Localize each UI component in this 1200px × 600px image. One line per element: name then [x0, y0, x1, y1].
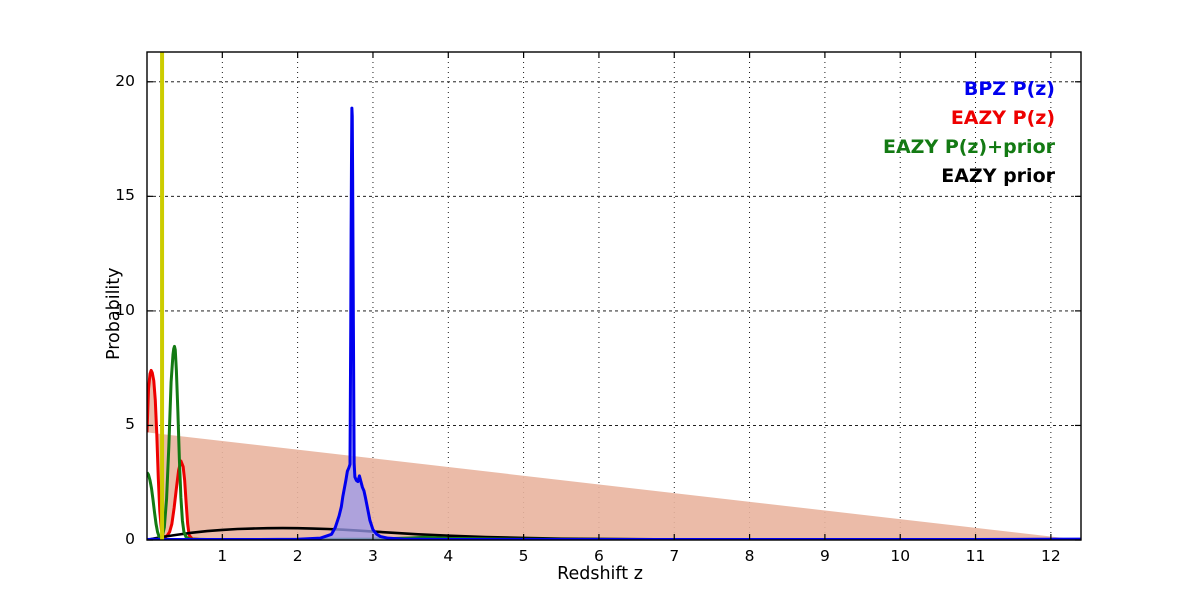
series-line — [147, 344, 1081, 540]
series-line — [147, 106, 1081, 540]
y-tick-label: 5 — [125, 415, 135, 434]
legend-entry: EAZY prior — [941, 165, 1055, 187]
legend-entry: BPZ P(z) — [963, 78, 1055, 100]
x-axis-label: Redshift z — [557, 564, 643, 584]
axis-ticks — [147, 52, 1081, 541]
series-fill — [147, 370, 1081, 540]
legend-entry: EAZY P(z) — [950, 107, 1055, 129]
x-tick-label: 2 — [292, 547, 303, 565]
y-tick-label: 10 — [115, 300, 135, 319]
chart-legend: BPZ P(z) EAZY P(z) EAZY P(z)+prior EAZY pri… — [883, 80, 1055, 196]
x-tick-label: 7 — [669, 547, 680, 565]
x-tick-label: 9 — [819, 547, 830, 565]
y-tick-label: 20 — [115, 71, 135, 90]
x-tick-label: 8 — [744, 547, 755, 565]
legend-entry: EAZY P(z)+prior — [882, 136, 1055, 158]
x-tick-label: 11 — [965, 547, 986, 565]
x-tick-label: 1 — [217, 547, 228, 565]
x-tick-label: 6 — [593, 547, 604, 565]
y-tick-label: 15 — [115, 186, 135, 205]
x-tick-label: 10 — [890, 547, 911, 565]
x-tick-label: 3 — [368, 547, 378, 565]
x-tick-label: 12 — [1040, 547, 1061, 565]
x-tick-label: 4 — [443, 547, 454, 565]
plot-frame — [146, 51, 1082, 541]
x-tick-label: 5 — [518, 547, 529, 565]
y-tick-label: 0 — [125, 530, 135, 548]
